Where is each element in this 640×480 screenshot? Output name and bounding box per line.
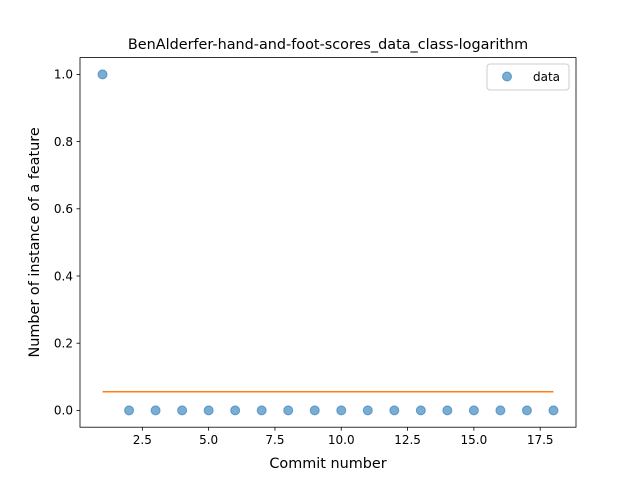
legend-label-data: data xyxy=(533,70,560,84)
y-tick-label: 0.8 xyxy=(54,135,73,149)
legend-box xyxy=(486,63,570,91)
data-point xyxy=(124,405,135,416)
data-point xyxy=(177,405,188,416)
data-point xyxy=(150,405,161,416)
x-axis-ticks: 2.5 5.0 7.5 10.0 12.5 15.0 17.5 xyxy=(133,427,554,447)
data-point xyxy=(97,69,108,80)
data-point xyxy=(521,405,532,416)
data-point xyxy=(468,405,479,416)
data-point xyxy=(309,405,320,416)
y-tick-label: 0.2 xyxy=(54,337,73,351)
axes-frame xyxy=(79,57,577,428)
data-point xyxy=(442,405,453,416)
data-point xyxy=(230,405,241,416)
data-point xyxy=(283,405,294,416)
y-axis-label: Number of instance of a feature xyxy=(27,127,43,357)
data-point xyxy=(336,405,347,416)
x-tick-label: 17.5 xyxy=(527,433,554,447)
data-point xyxy=(415,405,426,416)
y-axis-ticks: 0.0 0.2 0.4 0.6 0.8 1.0 xyxy=(54,68,80,418)
plot-area xyxy=(97,69,559,416)
data-point xyxy=(203,405,214,416)
x-tick-label: 12.5 xyxy=(394,433,421,447)
x-axis-label: Commit number xyxy=(269,456,386,472)
data-point xyxy=(362,405,373,416)
data-point xyxy=(548,405,559,416)
x-tick-label: 10.0 xyxy=(328,433,355,447)
y-tick-label: 0.0 xyxy=(54,404,73,418)
legend: data xyxy=(486,63,570,91)
x-tick-label: 5.0 xyxy=(199,433,218,447)
y-tick-label: 0.6 xyxy=(54,202,73,216)
x-tick-label: 7.5 xyxy=(265,433,284,447)
data-point xyxy=(495,405,506,416)
x-tick-label: 15.0 xyxy=(461,433,488,447)
legend-marker-data xyxy=(502,71,512,82)
data-point xyxy=(256,405,267,416)
y-tick-label: 0.4 xyxy=(54,269,73,283)
x-tick-label: 2.5 xyxy=(133,433,152,447)
chart-title: BenAlderfer-hand-and-foot-scores_data_cl… xyxy=(128,37,528,53)
data-point xyxy=(389,405,400,416)
y-tick-label: 1.0 xyxy=(54,68,73,82)
